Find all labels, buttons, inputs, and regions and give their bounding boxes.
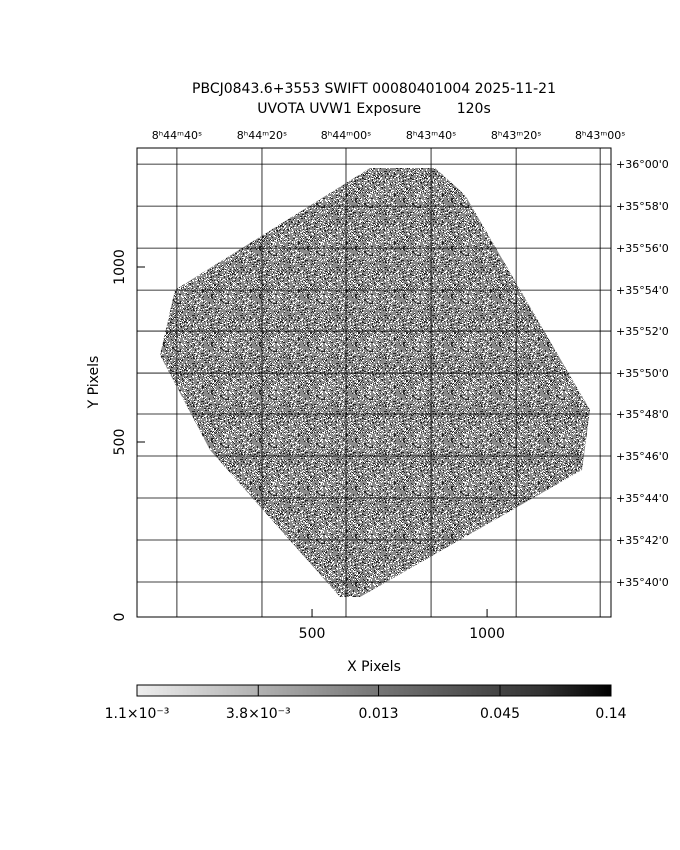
dec-tick-label: +35°48'0 — [616, 408, 669, 421]
ra-tick-label: 8ʰ44ᵐ00ˢ — [321, 129, 371, 142]
colorbar-tick-label: 0.013 — [358, 706, 398, 722]
y-tick-label: 500 — [112, 429, 128, 456]
exposure-noise — [160, 168, 590, 597]
colorbar — [136, 684, 612, 697]
dec-tick-label: +35°46'0 — [616, 450, 669, 463]
dec-tick-label: +35°42'0 — [616, 534, 669, 547]
ra-tick-label: 8ʰ44ᵐ20ˢ — [237, 129, 287, 142]
chart-subtitle: UVOTA UVW1 Exposure 120s — [257, 101, 491, 117]
x-tick-label: 500 — [299, 626, 326, 642]
colorbar-tick-label: 0.045 — [480, 706, 520, 722]
dec-tick-label: +35°40'0 — [616, 576, 669, 589]
dec-tick-label: +35°54'0 — [616, 284, 669, 297]
dec-tick-label: +35°50'0 — [616, 367, 669, 380]
ra-tick-label: 8ʰ43ᵐ00ˢ — [575, 129, 625, 142]
dec-tick-label: +35°52'0 — [616, 325, 669, 338]
dec-tick-label: +35°58'0 — [616, 200, 669, 213]
ra-tick-label: 8ʰ43ᵐ20ˢ — [491, 129, 541, 142]
chart-title: PBCJ0843.6+3553 SWIFT 00080401004 2025-1… — [192, 81, 556, 97]
x-tick-label: 1000 — [469, 626, 505, 642]
plot-frame — [136, 147, 612, 618]
colorbar-tick-label: 1.1×10⁻³ — [105, 706, 170, 722]
ra-tick-label: 8ʰ44ᵐ40ˢ — [152, 129, 202, 142]
dec-tick-label: +35°56'0 — [616, 242, 669, 255]
dec-tick-label: +35°44'0 — [616, 492, 669, 505]
ra-tick-label: 8ʰ43ᵐ40ˢ — [406, 129, 456, 142]
y-axis-label: Y Pixels — [86, 356, 102, 410]
y-tick-label: 0 — [112, 613, 128, 622]
colorbar-tick-label: 3.8×10⁻³ — [226, 706, 291, 722]
colorbar-tick-label: 0.14 — [595, 706, 626, 722]
y-tick-label: 1000 — [112, 249, 128, 285]
x-axis-label: X Pixels — [347, 659, 401, 675]
dec-tick-label: +36°00'0 — [616, 158, 669, 171]
